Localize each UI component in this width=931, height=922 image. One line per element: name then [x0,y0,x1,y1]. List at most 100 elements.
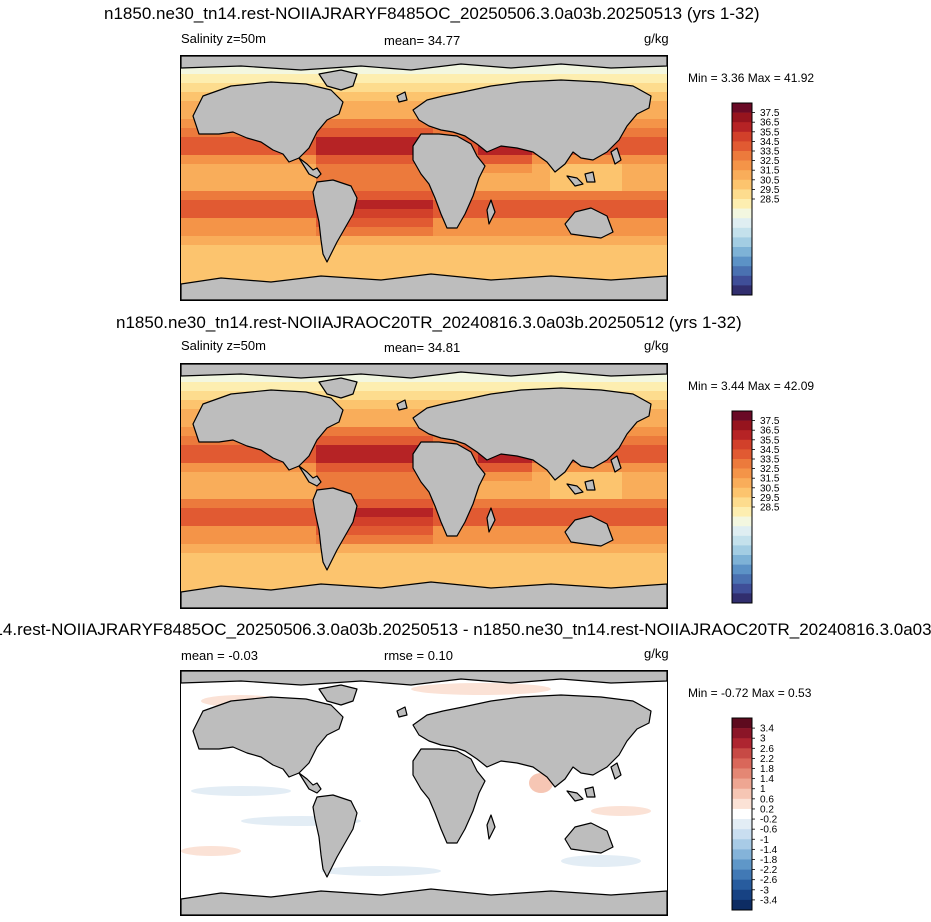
colorbar-tick-label: 3.4 [760,724,774,735]
colorbar-swatch [732,829,752,840]
colorbar-tick-label: -3.4 [760,895,778,906]
colorbar-swatch [732,179,752,190]
colorbar-tick-label: 3 [760,734,766,745]
colorbar-swatch [732,256,752,267]
panel2-variable-label: Salinity z=50m [181,338,266,353]
panel1-colorbar: 37.5 36.5 35.5 34.5 33.5 32.5 31.5 30.5 29.5 28.5 [731,102,792,298]
colorbar-swatch [732,516,752,527]
colorbar-swatch [732,564,752,575]
colorbar-tick-label: 31.5 [760,474,780,485]
colorbar-swatch [732,555,752,565]
colorbar-swatch [732,468,752,479]
colorbar-swatch [732,497,752,508]
colorbar-tick-label: -2.6 [760,875,778,886]
colorbar-swatch [732,247,752,257]
colorbar-tick-label: 31.5 [760,166,780,177]
colorbar-swatch [732,411,752,421]
colorbar-tick-label: 34.5 [760,137,780,148]
colorbar-tick-label: 1.8 [760,764,774,775]
colorbar-swatch [732,131,752,142]
colorbar-swatch [732,170,752,181]
colorbar-tick-label: -0.2 [760,815,778,826]
colorbar-swatch [732,189,752,200]
colorbar-swatch [732,285,752,296]
panel2-minmax: Min = 3.44 Max = 42.09 [688,379,815,393]
colorbar-swatch [732,583,752,594]
colorbar-tick-label: 30.5 [760,175,780,186]
colorbar-swatch [732,899,752,911]
panel3-map [180,670,668,916]
colorbar-swatch [732,839,752,850]
colorbar-swatch [732,507,752,517]
colorbar-swatch [732,237,752,248]
colorbar-swatch [732,275,752,286]
colorbar-tick-label: 1.4 [760,774,774,785]
colorbar-swatch [732,439,752,450]
colorbar-tick-label: 29.5 [760,493,780,504]
colorbar-swatch [732,859,752,870]
colorbar-swatch [732,728,752,739]
panel2-title: n1850.ne30_tn14.rest-NOIIAJRAOC20TR_2024… [116,313,742,332]
panel2-mean-label: mean= 34.81 [384,340,461,355]
panel1-title: n1850.ne30_tn14.rest-NOIIAJRARYF8485OC_2… [104,4,760,23]
panel3-colorbar: 3.4 3 2.6 2.2 1.8 1.4 1 0.6 0.2 -0.2 -0.6 -1 -1.4 -1.… [731,717,792,913]
colorbar-swatch [732,218,752,229]
colorbar-swatch [732,593,752,604]
colorbar-tick-label: -1.8 [760,855,778,866]
colorbar-swatch [732,808,752,820]
colorbar-swatch [732,430,752,441]
colorbar-swatch [732,526,752,537]
panel3-mean-label: mean = -0.03 [181,648,258,663]
colorbar-swatch [732,778,752,790]
panel1-minmax: Min = 3.36 Max = 41.92 [688,71,815,85]
colorbar-tick-label: 33.5 [760,147,780,158]
colorbar-swatch [732,478,752,489]
colorbar-swatch [732,788,752,800]
colorbar-tick-label: 37.5 [760,108,780,119]
colorbar-tick-label: -1 [760,835,769,846]
colorbar-swatch [732,420,752,431]
colorbar-tick-label: -3 [760,885,769,896]
colorbar-tick-label: 35.5 [760,127,780,138]
colorbar-swatch [732,574,752,585]
colorbar-swatch [732,889,752,901]
colorbar-tick-label: 33.5 [760,455,780,466]
colorbar-tick-label: 2.2 [760,754,774,765]
colorbar-swatch [732,122,752,133]
panel1-map [180,55,668,301]
colorbar-swatch [732,151,752,161]
panel3-title: n1850.ne30_tn14.rest-NOIIAJRARYF8485OC_2… [0,620,931,639]
colorbar-swatch [732,768,752,779]
panel1-variable-label: Salinity z=50m [181,31,266,46]
colorbar-swatch [732,487,752,498]
colorbar-swatch [732,819,752,830]
colorbar-swatch [732,208,752,219]
colorbar-swatch [732,112,752,123]
colorbar-swatch [732,141,752,152]
colorbar-tick-label: 36.5 [760,426,780,437]
colorbar-tick-label: 2.6 [760,744,774,755]
colorbar-tick-label: 29.5 [760,185,780,196]
panel3-minmax: Min = -0.72 Max = 0.53 [688,686,812,700]
colorbar-swatch [732,535,752,546]
colorbar-swatch [732,849,752,860]
panel3-rmse-label: rmse = 0.10 [384,648,454,663]
colorbar-swatch [732,798,752,810]
panel2-units-label: g/kg [644,338,669,353]
colorbar-tick-label: 30.5 [760,483,780,494]
colorbar-tick-label: 28.5 [760,503,780,514]
colorbar-tick-label: 1 [760,784,766,795]
colorbar-tick-label: 36.5 [760,118,780,129]
colorbar-swatch [732,869,752,880]
panel2-map [180,363,668,609]
colorbar-tick-label: -0.6 [760,825,778,836]
colorbar-tick-label: 32.5 [760,156,780,167]
colorbar-swatch [732,718,752,729]
colorbar-swatch [732,160,752,171]
colorbar-swatch [732,266,752,277]
colorbar-tick-label: 0.6 [760,794,774,805]
colorbar-tick-label: -1.4 [760,845,778,856]
colorbar-swatch [732,459,752,469]
panel1-mean-label: mean= 34.77 [384,33,461,48]
panel3-units-label: g/kg [644,646,669,661]
